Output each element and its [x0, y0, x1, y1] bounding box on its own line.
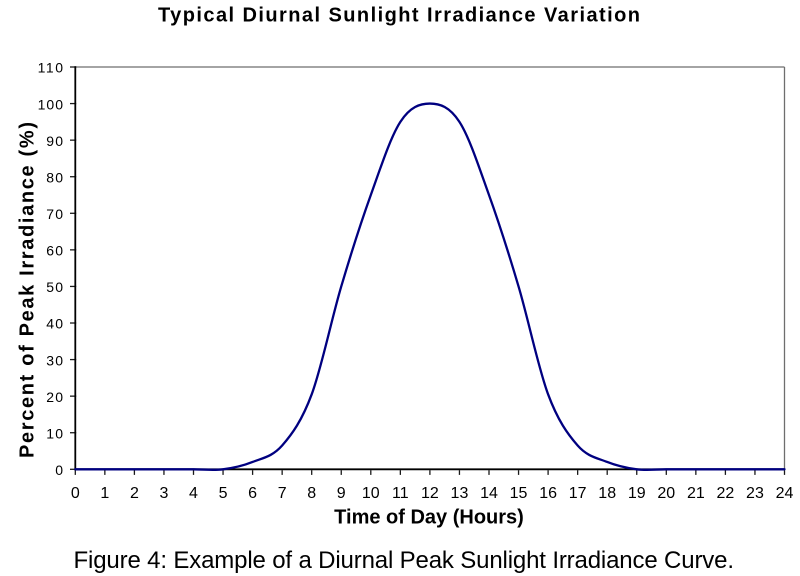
svg-text:30: 30	[46, 352, 63, 368]
svg-text:23: 23	[746, 485, 764, 502]
svg-text:5: 5	[219, 485, 228, 502]
svg-text:80: 80	[46, 169, 63, 185]
svg-text:8: 8	[307, 485, 316, 502]
svg-text:20: 20	[657, 485, 675, 502]
svg-text:9: 9	[337, 485, 346, 502]
svg-text:40: 40	[46, 316, 63, 332]
svg-text:12: 12	[421, 485, 439, 502]
svg-text:3: 3	[159, 485, 168, 502]
svg-text:0: 0	[71, 485, 80, 502]
svg-text:4: 4	[189, 485, 198, 502]
svg-text:0: 0	[55, 462, 63, 478]
svg-text:70: 70	[46, 206, 63, 222]
svg-text:100: 100	[38, 96, 64, 112]
svg-text:14: 14	[480, 485, 498, 502]
svg-text:1: 1	[100, 485, 109, 502]
svg-text:Figure 4: Example of a Diurnal: Figure 4: Example of a Diurnal Peak Sunl…	[74, 547, 735, 574]
svg-text:Time of Day (Hours): Time of Day (Hours)	[334, 507, 524, 529]
svg-text:16: 16	[539, 485, 557, 502]
svg-text:13: 13	[451, 485, 469, 502]
svg-text:110: 110	[38, 60, 64, 76]
svg-text:6: 6	[248, 485, 257, 502]
svg-text:10: 10	[362, 485, 380, 502]
svg-text:15: 15	[510, 485, 528, 502]
svg-text:11: 11	[392, 485, 409, 502]
svg-text:21: 21	[687, 485, 705, 502]
svg-text:20: 20	[46, 389, 63, 405]
svg-text:Typical Diurnal Sunlight Irrad: Typical Diurnal Sunlight Irradiance Vari…	[158, 4, 640, 26]
svg-text:7: 7	[278, 485, 287, 502]
svg-text:19: 19	[628, 485, 646, 502]
svg-text:50: 50	[46, 279, 63, 295]
svg-text:24: 24	[776, 485, 794, 502]
svg-text:2: 2	[130, 485, 139, 502]
svg-text:10: 10	[46, 425, 63, 441]
svg-text:60: 60	[46, 243, 63, 259]
svg-text:90: 90	[46, 133, 63, 149]
svg-text:17: 17	[569, 485, 587, 502]
svg-text:22: 22	[717, 485, 735, 502]
svg-text:Percent of Peak Irradiance (%): Percent of Peak Irradiance (%)	[17, 122, 39, 458]
svg-text:18: 18	[598, 485, 616, 502]
